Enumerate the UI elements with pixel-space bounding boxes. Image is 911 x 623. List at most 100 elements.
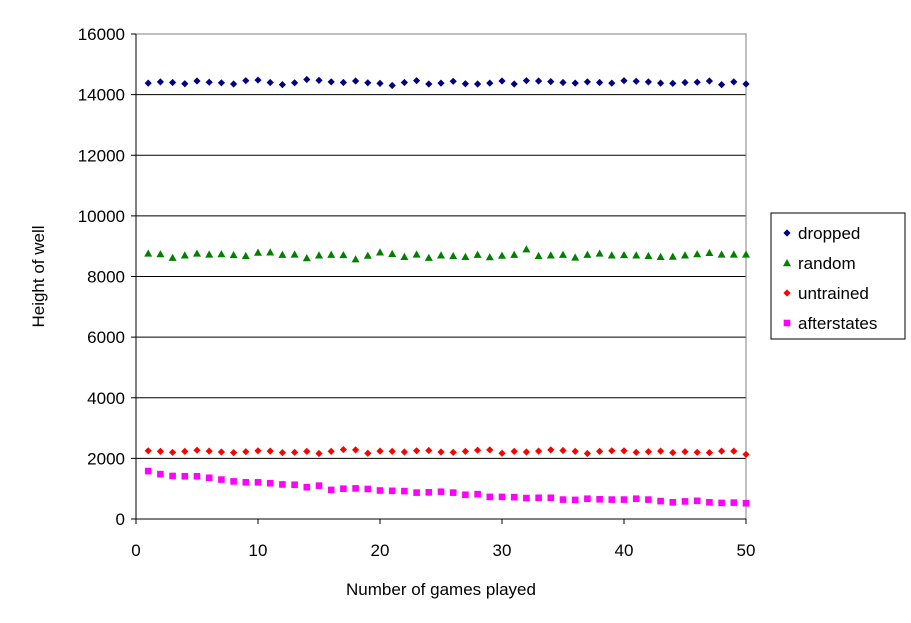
dropped-point [181, 80, 189, 88]
untrained-point [498, 449, 506, 457]
afterstates-point [523, 494, 530, 502]
untrained-point [522, 448, 530, 456]
dropped-point [425, 80, 433, 88]
legend-marker-dropped [783, 229, 791, 237]
dropped-point [620, 77, 628, 85]
random-point [388, 249, 397, 257]
dropped-point [315, 76, 323, 84]
afterstates-point [254, 479, 262, 486]
random-point [266, 248, 275, 256]
dropped-point [266, 78, 274, 87]
afterstates-point [376, 487, 384, 494]
afterstates-point [510, 493, 518, 501]
untrained-point [657, 447, 665, 455]
untrained-point [181, 447, 189, 456]
random-point [156, 250, 165, 258]
legend-label-afterstates: afterstates [798, 314, 877, 333]
dropped-point [230, 80, 238, 88]
dropped-point [169, 78, 177, 87]
data-points [144, 75, 750, 507]
legend-label-dropped: dropped [798, 224, 860, 243]
afterstates-point [340, 485, 347, 492]
untrained-point [681, 448, 689, 456]
afterstates-point [669, 499, 677, 506]
untrained-point [742, 450, 750, 459]
afterstates-point [352, 485, 359, 492]
afterstates-point [449, 489, 457, 496]
afterstates-point [486, 493, 494, 501]
untrained-point [559, 446, 567, 455]
untrained-point [352, 446, 360, 454]
untrained-point [693, 448, 701, 456]
afterstates-point [279, 481, 286, 488]
afterstates-point [657, 497, 664, 505]
legend-box [770, 212, 906, 340]
random-point [742, 250, 750, 258]
random-point [376, 248, 384, 256]
axes: 0 2000 4000 6000 8000 10000 12000 14000 16000 0 10… [78, 25, 756, 560]
legend-item-random: random [783, 254, 856, 273]
random-point [473, 250, 482, 258]
random-point [717, 250, 726, 258]
dropped-point [278, 81, 286, 89]
y-tick-label: 8000 [87, 268, 125, 287]
random-point [351, 255, 360, 263]
dropped-point [705, 77, 713, 85]
dropped-point [644, 78, 652, 86]
random-point [168, 253, 177, 261]
untrained-point [705, 449, 713, 457]
random-point [412, 250, 421, 258]
random-point [583, 250, 592, 258]
untrained-point [461, 447, 469, 456]
afterstates-point [364, 485, 372, 493]
x-tick-label: 50 [737, 541, 756, 560]
untrained-point [315, 449, 323, 458]
series-random [144, 245, 750, 263]
untrained-point [669, 449, 677, 457]
dropped-point [339, 78, 347, 87]
random-point [705, 248, 714, 257]
legend-item-untrained: untrained [783, 284, 869, 303]
untrained-point [413, 447, 421, 455]
dropped-point [522, 77, 530, 85]
dropped-point [486, 79, 494, 87]
untrained-point [474, 446, 482, 454]
afterstates-point [230, 478, 237, 485]
dropped-point [461, 80, 469, 88]
dropped-point [718, 81, 726, 89]
random-point [607, 251, 616, 259]
dropped-point [242, 77, 250, 85]
random-point [461, 252, 470, 260]
random-point [144, 249, 153, 257]
series-dropped [144, 75, 750, 90]
afterstates-point [718, 499, 725, 507]
afterstates-point [462, 491, 469, 499]
random-point [510, 250, 519, 258]
random-point [449, 251, 458, 260]
dropped-point [730, 78, 738, 86]
untrained-point [278, 449, 286, 457]
afterstates-point [291, 481, 298, 489]
untrained-point [156, 447, 164, 456]
afterstates-point [242, 479, 250, 486]
x-tick-label: 30 [493, 541, 512, 560]
gridlines [136, 33, 746, 459]
random-point [180, 251, 189, 259]
dropped-point [205, 78, 213, 86]
afterstates-point [218, 476, 225, 483]
random-point [193, 249, 201, 257]
dropped-point [669, 79, 677, 88]
untrained-point [144, 447, 152, 455]
afterstates-point [144, 467, 152, 475]
untrained-point [718, 447, 726, 455]
afterstates-point [559, 496, 567, 503]
dropped-point [657, 79, 665, 87]
random-point [644, 251, 653, 260]
random-point [681, 251, 689, 259]
afterstates-point [584, 495, 591, 502]
legend-item-afterstates: afterstates [783, 314, 877, 333]
afterstates-point [681, 498, 689, 505]
afterstates-point [193, 472, 201, 480]
random-point [217, 250, 226, 258]
